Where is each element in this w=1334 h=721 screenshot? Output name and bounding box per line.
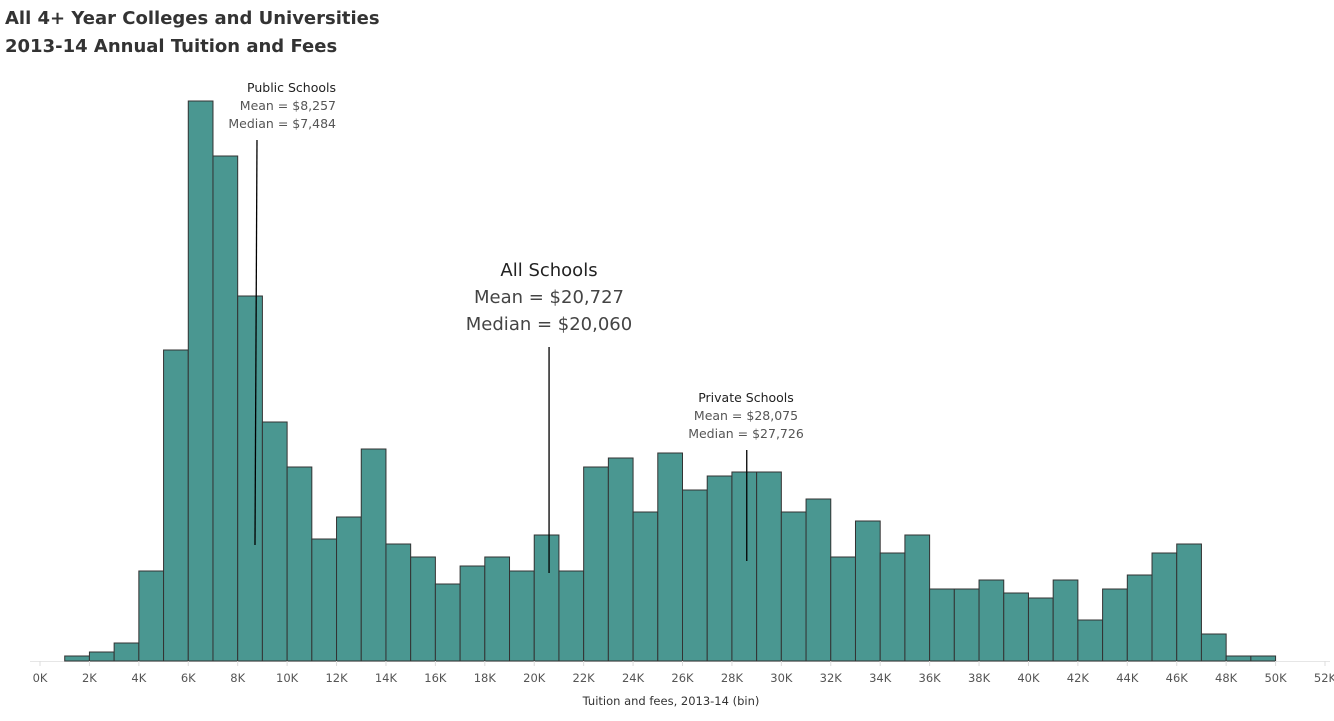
histogram-bar <box>657 452 683 662</box>
x-tick-label: 46K <box>1166 671 1189 685</box>
histogram-bar <box>854 520 881 662</box>
histogram-bar <box>509 570 535 662</box>
histogram-bar <box>978 579 1005 662</box>
histogram-bar <box>88 651 115 662</box>
histogram-bar <box>682 489 708 662</box>
annotation-public-mean: Mean = $8,257 <box>239 98 336 113</box>
x-tick-label: 32K <box>820 671 843 685</box>
histogram-bar <box>459 565 486 662</box>
histogram-bar <box>1102 588 1128 662</box>
x-tick-label: 48K <box>1215 671 1238 685</box>
chart-title-line-2: 2013-14 Annual Tuition and Fees <box>5 36 338 57</box>
histogram-bar <box>1077 619 1104 662</box>
x-axis-title: Tuition and fees, 2013-14 (bin) <box>582 694 760 708</box>
histogram-bar <box>1126 574 1153 662</box>
x-tick-label: 26K <box>671 671 694 685</box>
chart-title-line-1: All 4+ Year Colleges and Universities <box>5 8 380 29</box>
histogram-bar <box>953 588 980 662</box>
histogram-bar <box>904 534 931 662</box>
annotation-all-heading: All Schools <box>500 260 598 281</box>
annotation-private-mean: Mean = $28,075 <box>693 408 799 423</box>
x-tick-label: 28K <box>721 671 744 685</box>
histogram-bar <box>879 552 906 662</box>
annotation-all-median: Median = $20,060 <box>465 314 633 335</box>
histogram-bar <box>533 534 560 662</box>
x-tick-label: 4K <box>131 671 146 685</box>
x-tick-label: 36K <box>919 671 942 685</box>
histogram-bar <box>64 655 90 662</box>
histogram-bar <box>484 556 511 662</box>
histogram-bar <box>385 543 412 662</box>
x-tick-label: 34K <box>869 671 892 685</box>
x-tick-label: 6K <box>181 671 196 685</box>
histogram-bar <box>1200 633 1227 662</box>
histogram-bar <box>583 466 609 662</box>
annotation-public-median: Median = $7,484 <box>228 116 336 131</box>
histogram-bar <box>1176 543 1202 662</box>
histogram-bar <box>706 475 733 662</box>
histogram-bar <box>1027 597 1054 662</box>
x-tick-label: 16K <box>424 671 447 685</box>
histogram-bar <box>1151 552 1178 662</box>
histogram-bar <box>138 570 165 662</box>
x-tick-label: 0K <box>33 671 48 685</box>
histogram-bar <box>212 155 239 662</box>
histogram-bar <box>805 498 832 662</box>
histogram-bar <box>731 471 758 662</box>
histogram-bar <box>163 349 189 662</box>
reference-line <box>254 139 258 546</box>
histogram-bar <box>187 100 214 662</box>
x-tick-label: 42K <box>1067 671 1090 685</box>
histogram-bar <box>286 466 313 662</box>
x-tick-label: 22K <box>573 671 596 685</box>
histogram-bar <box>113 642 140 662</box>
histogram-bar <box>1003 592 1029 662</box>
histogram-bar <box>929 588 955 662</box>
annotation-all-schools: All Schools Mean = $20,727 Median = $20,… <box>449 257 649 338</box>
histogram-bar <box>632 511 659 662</box>
histogram-bar <box>237 295 263 662</box>
annotation-all-mean: Mean = $20,727 <box>473 287 624 308</box>
annotation-private-heading: Private Schools <box>698 390 794 405</box>
x-tick-label: 14K <box>375 671 398 685</box>
histogram-bar <box>434 583 461 662</box>
histogram-bar <box>1225 655 1252 662</box>
histogram-bar <box>261 421 288 662</box>
x-tick-label: 8K <box>230 671 245 685</box>
x-tick-label: 20K <box>523 671 546 685</box>
x-tick-label: 30K <box>770 671 793 685</box>
histogram-bar <box>756 471 782 662</box>
histogram-bar <box>410 556 436 662</box>
histogram-bar <box>830 556 856 662</box>
histogram-bar <box>1250 655 1277 662</box>
x-tick-label: 12K <box>325 671 348 685</box>
histogram-bar <box>336 516 362 662</box>
x-tick-label: 50K <box>1264 671 1287 685</box>
x-tick-label: 38K <box>968 671 991 685</box>
annotation-public-heading: Public Schools <box>247 80 336 95</box>
x-tick-label: 44K <box>1116 671 1139 685</box>
x-tick-label: 52K <box>1314 671 1334 685</box>
x-tick-label: 24K <box>622 671 645 685</box>
histogram-bar <box>360 448 387 662</box>
annotation-private-schools: Private Schools Mean = $28,075 Median = … <box>666 389 826 443</box>
annotation-private-median: Median = $27,726 <box>688 426 804 441</box>
histogram-bar <box>780 511 807 662</box>
histogram-bar <box>311 538 338 662</box>
x-tick-label: 10K <box>276 671 299 685</box>
histogram-bar <box>558 570 585 662</box>
x-tick-label: 18K <box>474 671 497 685</box>
x-tick-label: 40K <box>1017 671 1040 685</box>
histogram-bar <box>1052 579 1079 662</box>
x-tick-label: 2K <box>82 671 97 685</box>
annotation-public-schools: Public Schools Mean = $8,257 Median = $7… <box>228 79 336 133</box>
histogram-bar <box>607 457 634 662</box>
